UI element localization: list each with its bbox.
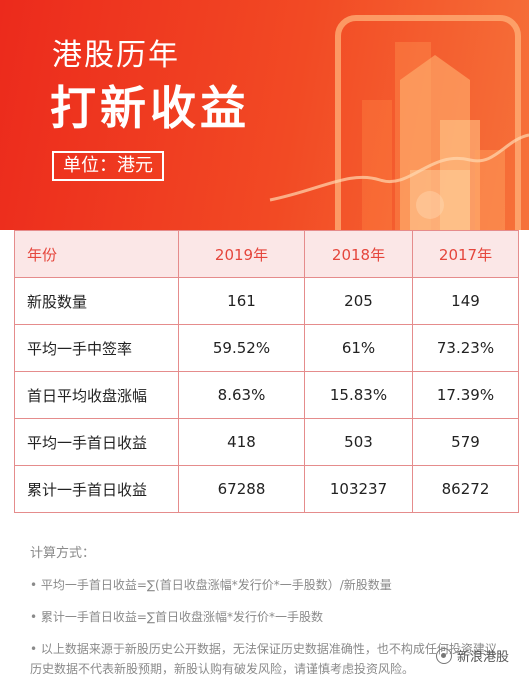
table-cell: 205 (304, 277, 413, 325)
note-item: • 平均一手首日收益=∑(首日收盘涨幅*发行价*一手股数）/新股数量 (30, 578, 392, 592)
table-cell: 86272 (412, 465, 519, 513)
table-cell: 579 (412, 418, 519, 466)
wechat-logo-icon (436, 647, 452, 664)
table-cell: 103237 (304, 465, 413, 513)
table-cell: 67288 (178, 465, 305, 513)
notes-heading: 计算方式： (30, 546, 96, 561)
table-cell: 8.63% (178, 371, 305, 419)
table-cell: 418 (178, 418, 305, 466)
table-cell: 15.83% (304, 371, 413, 419)
table-cell: 73.23% (412, 324, 519, 372)
column-header-2017: 2017年 (412, 230, 519, 278)
table-cell: 149 (412, 277, 519, 325)
row-label: 累计一手首日收益 (14, 465, 179, 513)
column-header-year: 年份 (14, 230, 179, 278)
calculation-notes: 计算方式： • 平均一手首日收益=∑(首日收盘涨幅*发行价*一手股数）/新股数量… (30, 542, 510, 691)
city-buildings-illustration (269, 15, 529, 230)
table-cell: 59.52% (178, 324, 305, 372)
row-label: 新股数量 (14, 277, 179, 325)
page-subtitle: 港股历年 (52, 38, 180, 73)
unit-label: 单位：港元 (52, 151, 164, 181)
table-cell: 61% (304, 324, 413, 372)
table-cell: 161 (178, 277, 305, 325)
column-header-2019: 2019年 (178, 230, 305, 278)
table-row: 平均一手中签率 59.52% 61% 73.23% (14, 324, 519, 372)
page-title: 打新收益 (50, 81, 250, 135)
table-cell: 503 (304, 418, 413, 466)
note-item: • 累计一手首日收益=∑首日收盘涨幅*发行价*一手股数 (30, 610, 324, 624)
row-label: 平均一手中签率 (14, 324, 179, 372)
table-row: 首日平均收盘涨幅 8.63% 15.83% 17.39% (14, 371, 519, 419)
table-row: 新股数量 161 205 149 (14, 277, 519, 325)
row-label: 首日平均收盘涨幅 (14, 371, 179, 419)
row-label: 平均一手首日收益 (14, 418, 179, 466)
table-cell: 17.39% (412, 371, 519, 419)
table-header-row: 年份 2019年 2018年 2017年 (14, 230, 519, 278)
header-banner: 港股历年 打新收益 单位：港元 (0, 0, 529, 230)
ipo-returns-table: 年份 2019年 2018年 2017年 新股数量 161 205 149 平均… (14, 230, 519, 513)
note-item: • 以上数据来源于新股历史公开数据，无法保证历史数据准确性，也不构成任何投资建议… (30, 642, 509, 676)
column-header-2018: 2018年 (304, 230, 413, 278)
watermark-text: 新浪港股 (457, 650, 510, 665)
table-row: 平均一手首日收益 418 503 579 (14, 418, 519, 466)
table-row: 累计一手首日收益 67288 103237 86272 (14, 465, 519, 513)
watermark: 新浪港股 (436, 646, 509, 665)
